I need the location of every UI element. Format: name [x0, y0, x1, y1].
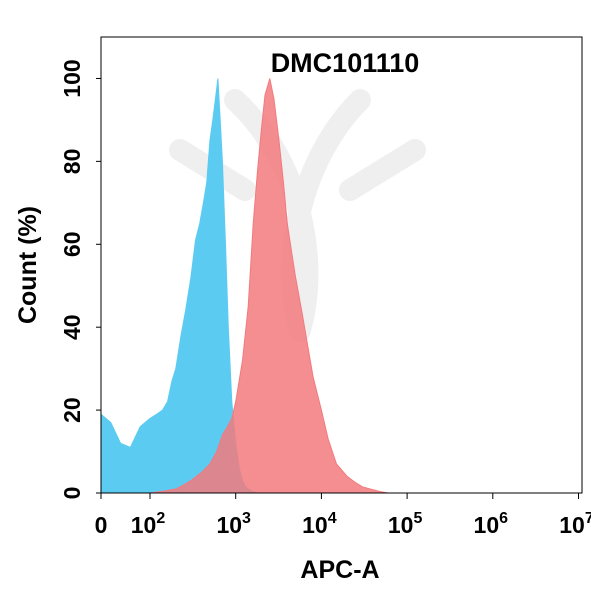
y-axis-title: Count (%)	[14, 206, 42, 324]
chart-title: DMC101110	[271, 48, 420, 78]
x-tick-label: 0	[95, 512, 108, 538]
histogram-series-2	[101, 78, 389, 494]
x-tick-label: 106	[474, 510, 509, 538]
x-axis-title: APC-A	[300, 556, 379, 584]
y-tick-label: 60	[59, 232, 85, 258]
x-tick-label: 104	[302, 510, 337, 538]
x-tick-label: 102	[131, 510, 166, 538]
y-tick-label: 40	[59, 314, 85, 340]
x-tick-label: 107	[559, 510, 591, 538]
y-axis-ticks: 0 20 40 60 80 100	[59, 59, 101, 499]
x-tick-label: 103	[216, 510, 251, 538]
x-tick-label: 105	[388, 510, 423, 538]
series-layer	[100, 78, 389, 494]
x-axis-ticks: 0102103104105106107108	[95, 493, 591, 538]
y-tick-label: 100	[59, 59, 85, 97]
y-tick-label: 20	[59, 397, 85, 423]
y-tick-label: 0	[59, 487, 85, 500]
plot-frame	[100, 36, 583, 494]
y-tick-label: 80	[59, 149, 85, 175]
